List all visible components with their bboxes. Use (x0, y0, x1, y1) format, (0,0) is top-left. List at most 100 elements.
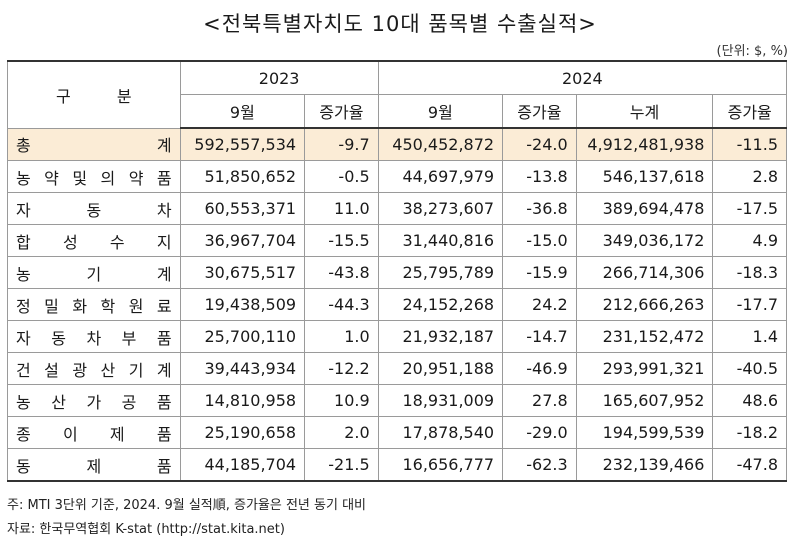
row-value-2023: 25,700,110 (179, 320, 306, 353)
export-table: 구 분 구 분 2023 2024 9월 증가율 9월 증가율 누계 증가율 총… (7, 60, 788, 482)
row-growth-2024: -62.3 (502, 448, 577, 482)
table-row: 농 기 계 30,675,517 -43.8 25,795,789 -15.9 266,714… (7, 256, 787, 289)
row-growth-2023: -44.3 (304, 288, 379, 321)
row-growth-2024: -36.8 (502, 192, 577, 225)
row-cumulative: 389,694,478 (575, 192, 714, 225)
table-row: 농 약 및 의 약 품 51,850,652 -0.5 44,697,979 -13.8 546,1… (7, 160, 787, 193)
row-cumulative: 4,912,481,938 (575, 127, 714, 161)
row-cumulative: 546,137,618 (575, 160, 714, 193)
row-growth-2023: -0.5 (304, 160, 379, 193)
row-growth-cumulative: 4.9 (712, 224, 787, 257)
row-value-2023: 30,675,517 (179, 256, 306, 289)
row-growth-2024: 27.8 (502, 384, 577, 417)
header-year-2024: 2024 (377, 60, 788, 95)
row-growth-2024: -14.7 (502, 320, 577, 353)
row-value-2023: 25,190,658 (179, 416, 306, 449)
row-cumulative: 231,152,472 (575, 320, 714, 353)
row-growth-2023: -21.5 (304, 448, 379, 482)
row-value-2023: 51,850,652 (179, 160, 306, 193)
row-growth-cumulative: 1.4 (712, 320, 787, 353)
row-cumulative: 165,607,952 (575, 384, 714, 417)
row-growth-cumulative: -18.2 (712, 416, 787, 449)
row-value-2024: 38,273,607 (377, 192, 504, 225)
row-growth-2024: -15.0 (502, 224, 577, 257)
row-growth-2024: -29.0 (502, 416, 577, 449)
table-row: 합 성 수 지 36,967,704 -15.5 31,440,816 -15.0 349,03… (7, 224, 787, 257)
row-value-2024: 450,452,872 (377, 127, 504, 161)
unit-label: (단위: $, %) (716, 44, 788, 59)
row-growth-2023: 11.0 (304, 192, 379, 225)
row-growth-2024: -15.9 (502, 256, 577, 289)
row-value-2024: 18,931,009 (377, 384, 504, 417)
table-row: 건 설 광 산 기 계 39,443,934 -12.2 20,951,188 -46.9 293,… (7, 352, 787, 385)
row-value-2023: 36,967,704 (179, 224, 306, 257)
row-value-2024: 17,878,540 (377, 416, 504, 449)
table-row: 자 동 차 부 품 25,700,110 1.0 21,932,187 -14.7 231,152… (7, 320, 787, 353)
table-row: 종 이 제 품 25,190,658 2.0 17,878,540 -29.0 194,599,… (7, 416, 787, 449)
header-category: 구 분 구 분 (7, 60, 181, 129)
row-cumulative: 266,714,306 (575, 256, 714, 289)
row-cumulative: 232,139,466 (575, 448, 714, 482)
row-growth-2024: -46.9 (502, 352, 577, 385)
row-growth-cumulative: 2.8 (712, 160, 787, 193)
row-growth-cumulative: 48.6 (712, 384, 787, 417)
notes: 주: MTI 3단위 기준, 2024. 9월 실적順, 증가율은 전년 동기 … (7, 494, 366, 542)
row-growth-2023: -43.8 (304, 256, 379, 289)
table-row: 농 산 가 공 품 14,810,958 10.9 18,931,009 27.8 165,607… (7, 384, 787, 417)
header-month-2024: 9월 (377, 94, 504, 129)
header-year-2023: 2023 (179, 60, 379, 95)
row-value-2024: 44,697,979 (377, 160, 504, 193)
row-value-2023: 60,553,371 (179, 192, 306, 225)
row-growth-2023: 10.9 (304, 384, 379, 417)
row-growth-2024: -13.8 (502, 160, 577, 193)
row-value-2024: 20,951,188 (377, 352, 504, 385)
row-growth-2024: -24.0 (502, 127, 577, 161)
row-value-2024: 16,656,777 (377, 448, 504, 482)
table-row: 자 동 차 60,553,371 11.0 38,273,607 -36.8 389,694,… (7, 192, 787, 225)
row-cumulative: 293,991,321 (575, 352, 714, 385)
row-value-2024: 31,440,816 (377, 224, 504, 257)
header-growth-2023: 증가율 (304, 94, 379, 129)
row-value-2024: 25,795,789 (377, 256, 504, 289)
row-cumulative: 194,599,539 (575, 416, 714, 449)
table-row: 정 밀 화 학 원 료 19,438,509 -44.3 24,152,268 24.2 212,6… (7, 288, 787, 321)
row-growth-2023: 1.0 (304, 320, 379, 353)
table-row: 동 제 품 44,185,704 -21.5 16,656,777 -62.3 232,139… (7, 448, 787, 482)
header-growth-2024: 증가율 (502, 94, 577, 129)
row-value-2023: 39,443,934 (179, 352, 306, 385)
header-cumulative: 누계 (575, 94, 714, 129)
header-growth-cumulative: 증가율 (712, 94, 787, 129)
row-value-2023: 14,810,958 (179, 384, 306, 417)
row-growth-cumulative: -40.5 (712, 352, 787, 385)
row-growth-cumulative: -47.8 (712, 448, 787, 482)
row-growth-cumulative: -17.5 (712, 192, 787, 225)
note-source: 자료: 한국무역협회 K-stat (http://stat.kita.net) (7, 522, 285, 537)
header-category-char-1: 구 (56, 86, 71, 106)
total-row: 총 계 592,557,534 -9.7 450,452,872 -24.0 4,912,4… (7, 127, 787, 161)
row-cumulative: 349,036,172 (575, 224, 714, 257)
row-value-2023: 44,185,704 (179, 448, 306, 482)
table-title: <전북특별자치도 10대 품목별 수출실적> (203, 12, 597, 36)
row-value-2023: 19,438,509 (179, 288, 306, 321)
row-value-2024: 24,152,268 (377, 288, 504, 321)
note-basis: 주: MTI 3단위 기준, 2024. 9월 실적順, 증가율은 전년 동기 … (7, 498, 366, 513)
row-growth-cumulative: -11.5 (712, 127, 787, 161)
header-month-2023: 9월 (179, 94, 306, 129)
row-growth-cumulative: -18.3 (712, 256, 787, 289)
row-growth-2023: -12.2 (304, 352, 379, 385)
row-value-2023: 592,557,534 (179, 127, 306, 161)
row-growth-2023: 2.0 (304, 416, 379, 449)
header-category-char-2: 분 (116, 86, 132, 106)
row-growth-2023: -15.5 (304, 224, 379, 257)
